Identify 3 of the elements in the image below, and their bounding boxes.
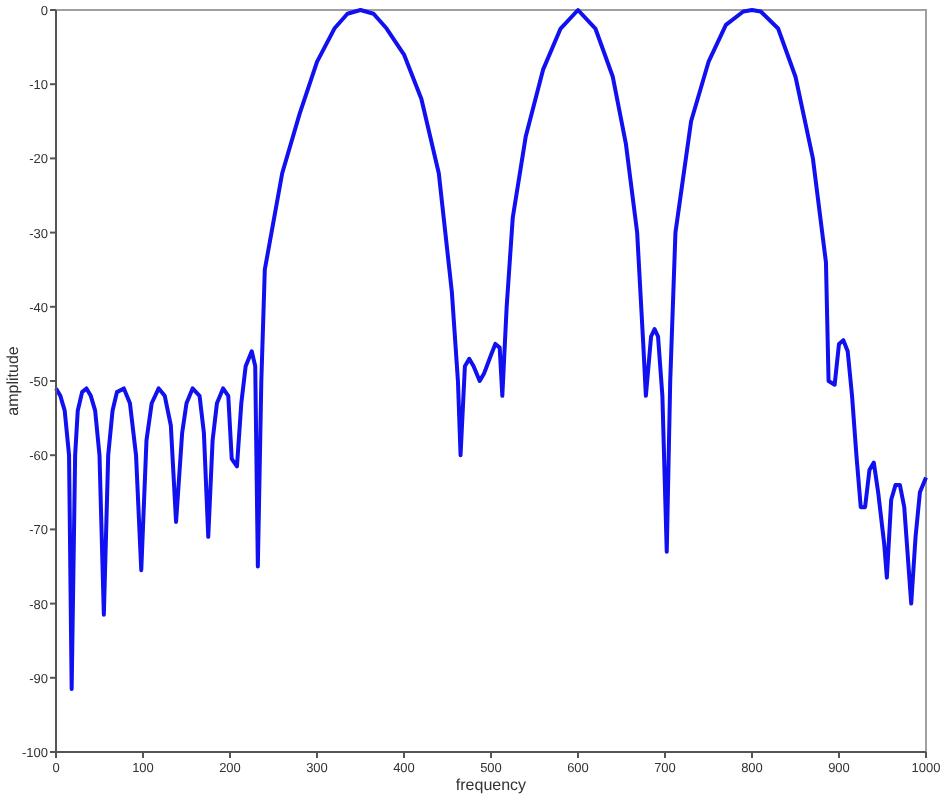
line-series — [54, 8, 928, 691]
x-axis-title: frequency — [455, 776, 527, 794]
y-axis-title: amplitude — [4, 345, 22, 416]
